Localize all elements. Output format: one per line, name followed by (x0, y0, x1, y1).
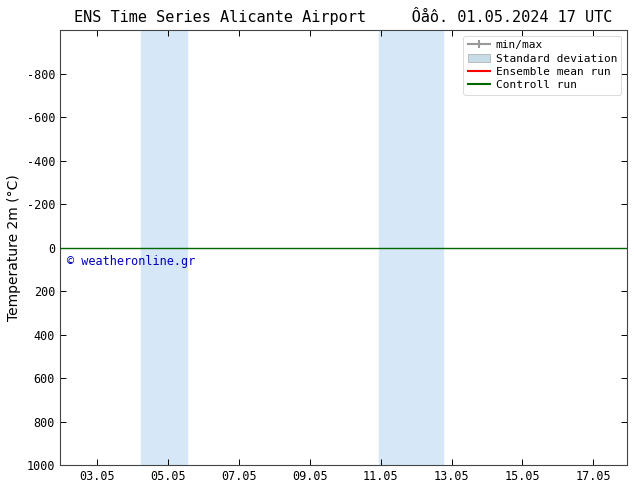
Bar (159, 30, 188, 465)
Y-axis label: Temperature 2m (°C): Temperature 2m (°C) (7, 174, 21, 321)
Bar (397, 30, 443, 465)
Bar (379, 30, 397, 465)
Title: ENS Time Series Alicante Airport     Ôåô. 01.05.2024 17 UTC: ENS Time Series Alicante Airport Ôåô. 01… (74, 7, 612, 25)
Text: © weatheronline.gr: © weatheronline.gr (67, 255, 195, 269)
Legend: min/max, Standard deviation, Ensemble mean run, Controll run: min/max, Standard deviation, Ensemble me… (463, 36, 621, 95)
Bar (141, 30, 159, 465)
